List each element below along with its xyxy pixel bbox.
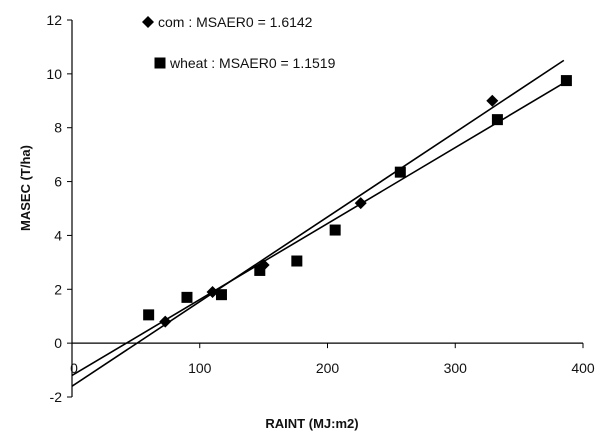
data-point-diamond [354,197,367,210]
data-point-diamond [486,94,499,107]
y-tick-label: 0 [54,335,62,351]
regression-line-square [71,78,571,377]
regression-line-diamond [71,59,565,387]
regression-lines [71,59,571,387]
y-axis-title: MASEC (T/ha) [18,145,33,231]
data-point-square [560,75,572,87]
y-tick-label: 12 [46,12,62,28]
data-point-square [491,114,503,126]
data-point-square [329,224,341,236]
data-points [143,75,572,328]
legend-label-diamond: com : MSAER0 = 1.6142 [158,14,313,30]
x-tick-label: 100 [188,360,212,376]
legend: com : MSAER0 = 1.6142 wheat : MSAER0 = 1.… [142,14,336,71]
y-tick-label: 8 [54,120,62,136]
x-axis-title: RAINT (MJ:m2) [265,416,358,431]
legend-label-square: wheat : MSAER0 = 1.1519 [169,55,336,71]
y-tick-label: 2 [54,281,62,297]
legend-marker-diamond [142,16,154,28]
x-tick-label: 300 [444,360,468,376]
y-tick-label: -2 [50,389,63,405]
x-tick-label: 200 [316,360,340,376]
axes: -2 0 2 4 6 8 10 12 0 100 200 300 400 [46,12,594,405]
data-point-square [181,291,193,303]
y-tick-label: 6 [54,174,62,190]
data-point-square [394,166,406,178]
data-point-square [254,264,266,276]
legend-marker-square [154,57,166,69]
data-point-diamond [159,315,172,328]
y-tick-label: 4 [54,227,62,243]
y-tick-label: 10 [46,66,62,82]
data-point-square [215,289,227,301]
data-point-square [143,309,155,321]
x-tick-label: 400 [571,360,595,376]
data-point-diamond [206,285,219,298]
x-tick-label: 0 [70,360,78,376]
data-point-square [291,255,303,267]
